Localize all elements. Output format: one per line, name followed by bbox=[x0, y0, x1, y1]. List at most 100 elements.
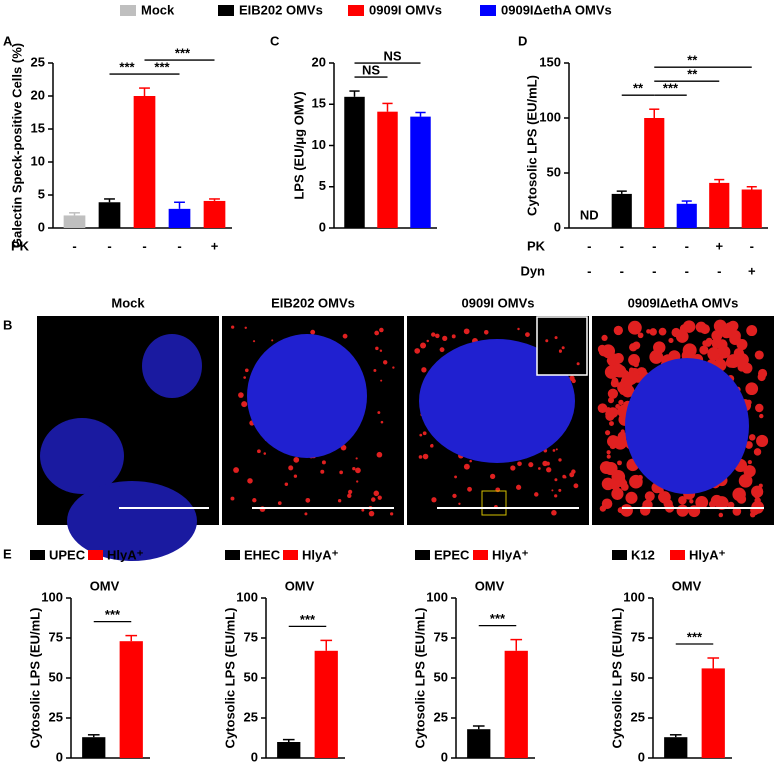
condition-mark: - bbox=[107, 238, 111, 253]
red-speck bbox=[611, 487, 624, 500]
red-speck bbox=[615, 404, 621, 409]
red-speck bbox=[688, 505, 701, 518]
red-speck bbox=[277, 501, 282, 505]
error-bar bbox=[139, 87, 150, 96]
y-tick-label: 10 bbox=[312, 137, 326, 152]
red-speck bbox=[629, 474, 643, 489]
bar bbox=[644, 118, 665, 228]
red-speck bbox=[310, 329, 316, 335]
red-speck bbox=[732, 507, 742, 516]
condition-mark: - bbox=[587, 263, 591, 278]
red-speck bbox=[611, 377, 619, 385]
y-tick-label: 75 bbox=[631, 629, 645, 644]
red-speck bbox=[293, 456, 300, 463]
y-axis-label: Cytosolic LPS (EU/mL) bbox=[412, 608, 427, 749]
y-tick-label: 50 bbox=[49, 669, 63, 684]
red-speck bbox=[551, 510, 557, 516]
y-tick-label: 0 bbox=[38, 219, 45, 234]
red-speck bbox=[538, 467, 541, 470]
significance-label: NS bbox=[383, 48, 401, 63]
legend-label: Mock bbox=[141, 2, 175, 17]
condition-mark: - bbox=[652, 263, 656, 278]
legend-label: HlyA⁺ bbox=[492, 547, 529, 562]
nucleus bbox=[40, 418, 124, 494]
error-bar bbox=[707, 657, 720, 669]
image-title: Mock bbox=[111, 295, 145, 310]
nucleus bbox=[67, 481, 197, 561]
red-speck bbox=[355, 467, 361, 474]
nucleus bbox=[625, 358, 749, 494]
significance-label: *** bbox=[119, 60, 135, 75]
red-speck bbox=[422, 453, 429, 460]
red-speck bbox=[676, 504, 689, 517]
red-speck bbox=[649, 350, 664, 364]
bar bbox=[701, 668, 725, 758]
red-speck bbox=[598, 346, 609, 357]
red-speck bbox=[601, 334, 608, 342]
red-speck bbox=[749, 470, 755, 476]
red-speck bbox=[615, 329, 621, 335]
error-bar bbox=[209, 198, 220, 201]
red-speck bbox=[377, 411, 381, 414]
error-bar bbox=[669, 734, 682, 738]
red-speck bbox=[695, 495, 709, 509]
red-speck bbox=[606, 454, 611, 459]
red-speck bbox=[293, 474, 298, 478]
legend-swatch bbox=[88, 550, 103, 560]
y-tick-label: 25 bbox=[434, 709, 448, 724]
legend-swatch bbox=[612, 550, 627, 560]
red-speck bbox=[355, 457, 358, 460]
red-speck bbox=[469, 459, 472, 463]
red-speck bbox=[699, 324, 710, 335]
red-speck bbox=[745, 482, 750, 488]
red-speck bbox=[305, 497, 311, 503]
red-speck bbox=[288, 465, 294, 471]
bar bbox=[277, 742, 301, 758]
red-speck bbox=[247, 478, 253, 484]
red-speck bbox=[618, 399, 624, 406]
bar bbox=[63, 215, 86, 228]
y-tick-label: 50 bbox=[547, 164, 561, 179]
y-tick-label: 15 bbox=[31, 120, 45, 135]
red-speck bbox=[607, 388, 618, 399]
red-speck bbox=[613, 435, 628, 450]
red-speck bbox=[689, 499, 694, 504]
y-tick-label: 75 bbox=[49, 629, 63, 644]
error-bar bbox=[649, 108, 660, 118]
red-speck bbox=[617, 460, 622, 466]
red-speck bbox=[620, 369, 630, 379]
significance-label: *** bbox=[663, 81, 679, 96]
chart-title: OMV bbox=[90, 578, 120, 593]
error-bar bbox=[510, 638, 523, 651]
red-speck bbox=[732, 487, 746, 502]
y-tick-label: 5 bbox=[38, 186, 45, 201]
legend-swatch bbox=[415, 550, 430, 560]
red-speck bbox=[597, 403, 608, 413]
red-speck bbox=[644, 491, 655, 502]
red-speck bbox=[552, 449, 556, 452]
red-speck bbox=[756, 434, 769, 447]
y-tick-label: 50 bbox=[244, 669, 258, 684]
y-tick-label: 0 bbox=[554, 219, 561, 234]
error-bar bbox=[104, 198, 115, 203]
red-speck bbox=[271, 339, 274, 342]
red-speck bbox=[337, 499, 342, 503]
red-speck bbox=[682, 320, 696, 333]
chart-title: OMV bbox=[285, 578, 315, 593]
legend-label: UPEC bbox=[49, 547, 86, 562]
panel-letter: C bbox=[270, 33, 280, 48]
red-speck bbox=[458, 502, 461, 505]
y-tick-label: 100 bbox=[539, 109, 561, 124]
legend-swatch bbox=[670, 550, 685, 560]
red-speck bbox=[611, 470, 626, 484]
y-tick-label: 25 bbox=[49, 709, 63, 724]
y-tick-label: 100 bbox=[623, 589, 645, 604]
red-speck bbox=[244, 368, 249, 373]
red-speck bbox=[241, 401, 248, 408]
nucleus bbox=[419, 339, 575, 463]
legend-swatch bbox=[283, 550, 298, 560]
red-speck bbox=[753, 492, 760, 499]
red-speck bbox=[546, 467, 552, 473]
significance-label: *** bbox=[175, 46, 191, 61]
